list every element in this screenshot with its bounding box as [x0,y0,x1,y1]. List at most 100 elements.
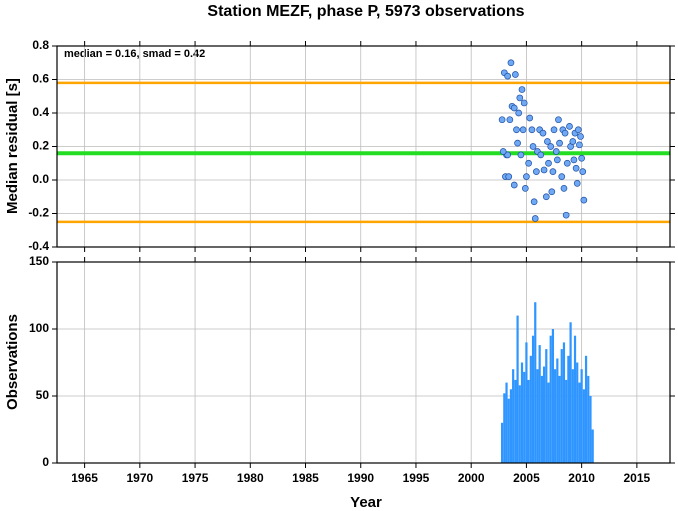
bar [509,389,513,463]
data-point [572,164,580,172]
data-point [555,116,562,124]
bar [516,315,519,463]
data-point [569,138,577,145]
data-point [576,141,583,149]
data-point [539,129,547,137]
data-point [498,116,506,124]
bar [582,389,585,463]
bar [580,369,583,463]
data-point [515,109,523,117]
bar [556,358,559,463]
data-point [533,168,540,175]
data-point [574,126,582,134]
x-tick-label: 2005 [513,471,540,485]
y-axis-label: Observations [4,314,21,410]
bar [571,369,574,463]
y-tick-label: 0.6 [32,72,49,86]
data-point [514,139,521,147]
data-point [562,211,570,219]
data-point [531,215,539,222]
bar [551,329,555,463]
data-point [537,151,545,159]
data-point [544,138,551,145]
y-tick-label: 0.0 [32,172,49,186]
data-point [504,151,511,159]
bar [538,345,541,463]
bar [525,342,528,463]
bar [567,355,570,463]
bar [562,342,566,463]
data-point [550,126,558,134]
bar [531,335,535,463]
bar [569,322,572,463]
annotation: median = 0.16, smad = 0.42 [64,48,205,60]
data-point [566,123,573,130]
data-point [558,173,566,180]
data-point [519,126,527,134]
bar [558,375,561,463]
bar [578,382,581,463]
bar [514,379,517,463]
data-point [521,185,529,192]
bar [565,379,568,463]
bar [503,393,506,463]
bar [573,335,577,463]
data-point [513,126,520,134]
bar [534,302,537,463]
data-point [506,116,514,124]
data-point [573,180,581,187]
bar [523,371,526,463]
y-tick-label: -0.4 [28,239,49,253]
bar [576,362,579,463]
data-point [520,99,528,107]
x-tick-label: 1985 [292,471,319,485]
data-point [504,72,511,80]
bar [527,379,530,463]
bar [547,382,550,463]
data-point [560,185,568,192]
data-point [542,193,550,201]
data-point [553,156,561,164]
data-point [499,148,507,155]
data-point [578,154,585,162]
data-point [556,139,563,147]
x-tick-label: 1970 [126,471,153,485]
bar [512,369,515,463]
data-point [580,196,588,204]
data-point [517,151,525,159]
data-point [563,159,571,167]
bar [505,382,508,463]
bar [542,366,546,463]
bar [587,375,590,463]
x-tick-label: 2000 [458,471,485,485]
y-tick-label: 150 [29,254,49,268]
data-point [561,129,569,137]
data-point [545,159,552,167]
bar [518,385,521,463]
bar [507,398,510,463]
data-point [516,94,524,102]
y-tick-label: 100 [29,321,49,335]
data-point [577,133,584,140]
data-point [529,143,537,150]
plot-frame [56,261,671,464]
data-point [510,181,518,189]
bar [591,429,594,463]
bar [540,375,543,463]
bar [501,422,504,463]
plot-frame [56,45,671,248]
bar [545,349,548,463]
data-point [507,59,515,67]
y-tick-label: 0.2 [32,139,49,153]
bar [549,335,552,463]
data-point [552,148,560,155]
y-tick-label: 0.8 [32,38,49,52]
x-tick-label: 1975 [182,471,209,485]
chart-title: Station MEZF, phase P, 5973 observations [207,3,524,20]
y-tick-label: 50 [36,388,50,402]
x-tick-label: 1995 [403,471,430,485]
x-tick-label: 2015 [624,471,651,485]
data-point [547,143,555,150]
data-point [540,166,548,174]
